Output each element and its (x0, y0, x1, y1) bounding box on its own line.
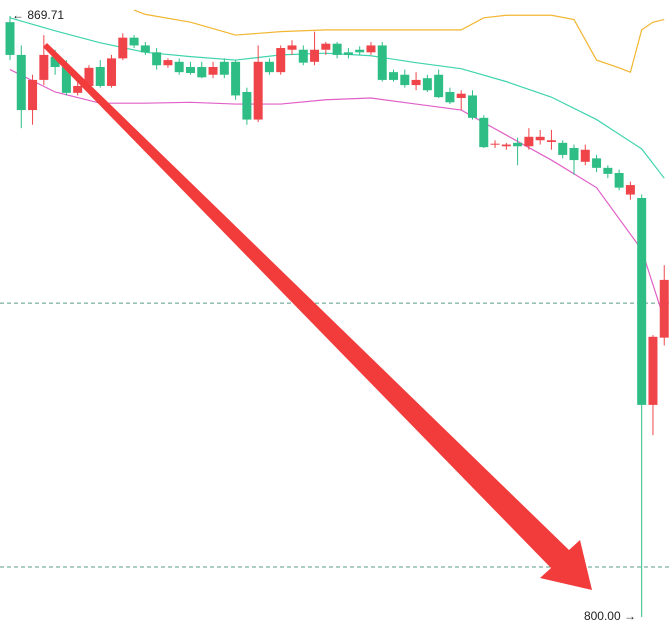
candle-body (264, 61, 274, 73)
candle-body (231, 61, 241, 96)
candle-body (129, 37, 139, 46)
candle-body (310, 49, 320, 62)
annotation-arrow (43, 43, 592, 590)
candle-body (84, 67, 94, 86)
lines-layer (0, 9, 672, 568)
candle-body (501, 144, 511, 147)
candle-body (152, 52, 162, 66)
candle-body (253, 61, 263, 120)
candle-body (467, 95, 477, 118)
candle-body (197, 66, 207, 78)
candle-body (569, 148, 579, 161)
candle-body (107, 58, 117, 86)
candle-body (400, 74, 410, 86)
candle-body (490, 143, 500, 145)
candle-body (321, 43, 331, 50)
candle-body (298, 49, 308, 63)
candle-layer (5, 16, 669, 617)
candle-body (377, 45, 387, 80)
candle-body (219, 61, 229, 75)
candle-body (95, 66, 105, 86)
candle-body (456, 93, 466, 99)
candle-body (140, 45, 150, 53)
candle-body (39, 54, 49, 80)
candle-body (535, 136, 545, 141)
min-price-label: 800.00 → (584, 609, 636, 623)
candle-body (422, 78, 432, 91)
candle-body (659, 279, 669, 338)
candle-body (637, 198, 647, 405)
candle-body (276, 48, 286, 73)
max-price-label: ← 869.71 (12, 8, 64, 22)
candle-body (592, 158, 602, 168)
candle-body (332, 43, 342, 55)
candle-body (287, 45, 297, 50)
candle-body (61, 66, 71, 93)
candle-body (5, 22, 15, 55)
candle-body (479, 117, 489, 148)
max-price-value: 869.71 (27, 8, 64, 22)
min-price-value: 800.00 (584, 609, 621, 623)
candle-body (648, 336, 658, 405)
band-line (133, 9, 665, 73)
candle-body (73, 85, 83, 93)
candle-body (174, 61, 184, 73)
candle-body (355, 49, 365, 53)
candle-body (445, 91, 455, 103)
candle-body (513, 142, 523, 147)
candle-body (558, 142, 568, 155)
candle-body (118, 37, 128, 59)
candle-body (28, 79, 38, 111)
candle-body (603, 167, 613, 174)
candle-body (50, 56, 60, 67)
candle-body (163, 60, 173, 66)
candle-body (411, 79, 421, 86)
candle-body (434, 74, 444, 98)
candle-body (614, 173, 624, 188)
candle-body (208, 66, 218, 75)
candle-body (366, 45, 376, 53)
candle-body (343, 52, 353, 55)
candle-body (185, 66, 195, 74)
candle-body (580, 149, 590, 162)
candle-body (546, 140, 556, 142)
candle-body (524, 136, 534, 147)
candle-body (242, 91, 252, 120)
candle-body (16, 54, 26, 111)
candle-body (389, 72, 399, 80)
candle-body (625, 185, 635, 195)
